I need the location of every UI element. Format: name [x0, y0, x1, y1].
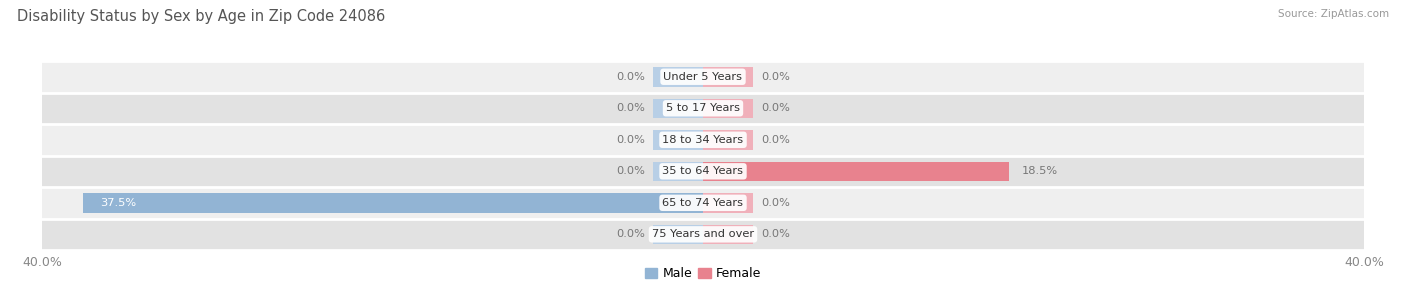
Text: 18.5%: 18.5%	[1022, 166, 1057, 176]
Bar	[83, 193, 703, 213]
Text: 0.0%: 0.0%	[761, 103, 790, 113]
Text: 0.0%: 0.0%	[761, 72, 790, 82]
Bar	[654, 67, 703, 87]
Bar	[703, 99, 752, 118]
Bar	[42, 92, 1364, 124]
Bar	[703, 67, 752, 87]
Text: 0.0%: 0.0%	[616, 229, 645, 239]
Bar	[654, 130, 703, 149]
Bar	[42, 61, 1364, 92]
Bar	[654, 99, 703, 118]
Legend: Male, Female: Male, Female	[640, 262, 766, 285]
Text: 75 Years and over: 75 Years and over	[652, 229, 754, 239]
Bar	[703, 193, 752, 213]
Bar	[654, 224, 703, 244]
Text: 18 to 34 Years: 18 to 34 Years	[662, 135, 744, 145]
Text: 0.0%: 0.0%	[761, 198, 790, 208]
Text: 37.5%: 37.5%	[100, 198, 136, 208]
Bar	[42, 124, 1364, 156]
Text: Source: ZipAtlas.com: Source: ZipAtlas.com	[1278, 9, 1389, 19]
Bar	[42, 219, 1364, 250]
Bar	[42, 187, 1364, 219]
Bar	[703, 130, 752, 149]
Text: 65 to 74 Years: 65 to 74 Years	[662, 198, 744, 208]
Bar	[703, 162, 1008, 181]
Text: 5 to 17 Years: 5 to 17 Years	[666, 103, 740, 113]
Text: 0.0%: 0.0%	[761, 229, 790, 239]
Text: 0.0%: 0.0%	[761, 135, 790, 145]
Text: 35 to 64 Years: 35 to 64 Years	[662, 166, 744, 176]
Text: 0.0%: 0.0%	[616, 72, 645, 82]
Text: 0.0%: 0.0%	[616, 103, 645, 113]
Bar	[42, 156, 1364, 187]
Bar	[703, 224, 752, 244]
Bar	[654, 162, 703, 181]
Text: Under 5 Years: Under 5 Years	[664, 72, 742, 82]
Text: 0.0%: 0.0%	[616, 135, 645, 145]
Text: Disability Status by Sex by Age in Zip Code 24086: Disability Status by Sex by Age in Zip C…	[17, 9, 385, 24]
Text: 0.0%: 0.0%	[616, 166, 645, 176]
